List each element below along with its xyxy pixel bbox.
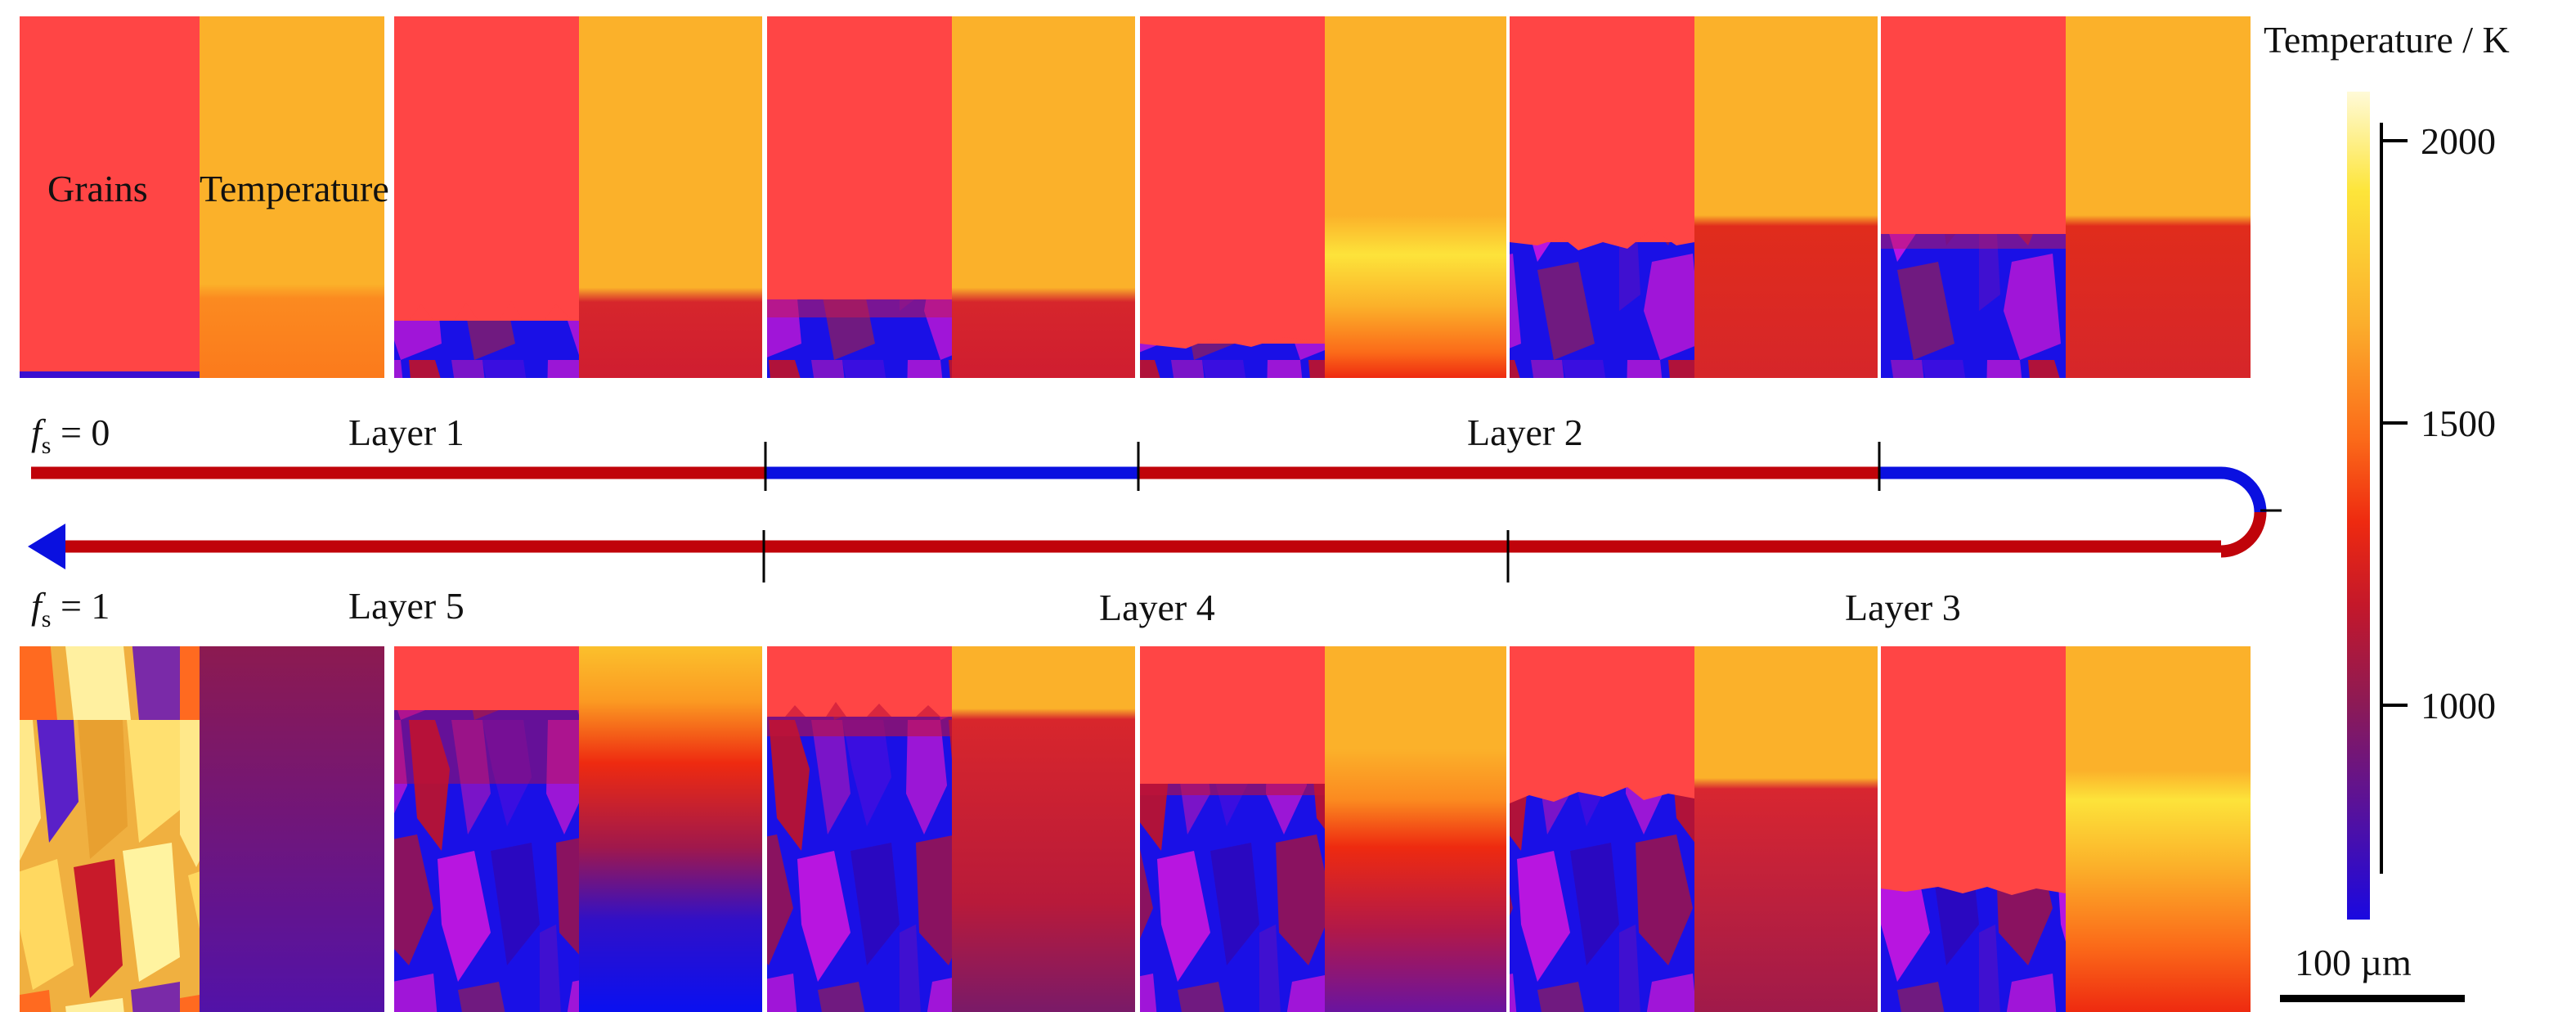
temperature-field (952, 646, 1137, 1012)
colorbar-title: Temperature / K (2264, 19, 2510, 61)
layer-label: Layer 4 (1099, 587, 1215, 628)
colorbar-ticks: 2000 1500 1000 (2381, 120, 2496, 726)
colorbar-tick-label: 1500 (2421, 403, 2496, 444)
temperature-field (952, 16, 1137, 378)
snapshot-bottom-1 (20, 646, 384, 1012)
temperature-label: Temperature (200, 168, 389, 209)
colorbar-tick-label: 2000 (2421, 120, 2496, 162)
temperature-field (200, 646, 384, 1012)
snapshot-top-4 (1140, 16, 1506, 378)
scale-bar-line (2280, 995, 2465, 1002)
scale-bar: 100 µm (2280, 942, 2465, 1002)
temperature-field (579, 646, 764, 1012)
temperature-field (200, 16, 384, 378)
snapshot-bottom-2 (394, 646, 764, 1012)
grains-field (20, 646, 200, 1012)
grains-label: Grains (47, 168, 148, 209)
top-row-snapshots: Grains Temperature (20, 15, 2251, 381)
temperature-field (1694, 16, 1879, 378)
snapshot-top-6 (1881, 16, 2251, 378)
temperature-field (579, 16, 764, 378)
snapshot-top-2 (394, 16, 764, 378)
layer-label: Layer 5 (348, 585, 464, 627)
temperature-field (2066, 646, 2251, 1012)
temperature-field (1694, 646, 1879, 1012)
snapshot-bottom-6 (1881, 646, 2251, 1012)
snapshot-top-1 (20, 16, 384, 378)
colorbar-gradient (2347, 92, 2370, 920)
temperature-field (1325, 16, 1506, 378)
layer-label: Layer 3 (1845, 587, 1961, 628)
grains-field (20, 16, 200, 378)
process-timeline: fs = 0 fs = 1 Layer 1 Layer 2 Layer 5 La… (28, 412, 2282, 632)
fs-zero-label: fs = 0 (31, 412, 110, 459)
layer-label: Layer 2 (1467, 412, 1583, 453)
timeline-uturn (2220, 466, 2267, 513)
grains-field (1140, 16, 1325, 378)
snapshot-bottom-5 (1510, 646, 1879, 1012)
snapshot-top-3 (767, 16, 1137, 378)
colorbar-tick-label: 1000 (2421, 685, 2496, 726)
snapshot-top-5 (1510, 16, 1879, 378)
temperature-field (2066, 16, 2251, 378)
bottom-row-snapshots (20, 645, 2251, 1012)
scale-bar-label: 100 µm (2295, 942, 2412, 983)
snapshot-bottom-3 (767, 646, 1137, 1012)
temperature-field (1325, 646, 1506, 1012)
layer-label: Layer 1 (348, 412, 464, 453)
timeline-arrow-icon (28, 524, 65, 569)
colorbar: Temperature / K 2000 1500 1000 (2264, 19, 2510, 920)
fs-one-label: fs = 1 (31, 585, 110, 632)
snapshot-bottom-4 (1140, 646, 1506, 1012)
